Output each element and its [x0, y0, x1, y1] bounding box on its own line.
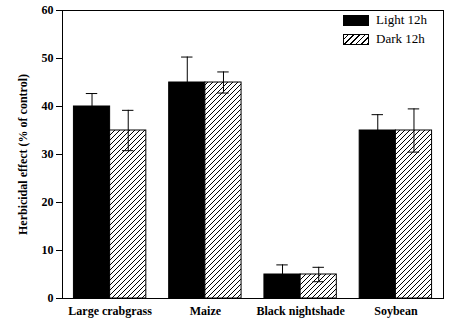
svg-text:Maize: Maize [190, 304, 222, 318]
svg-text:0: 0 [48, 291, 54, 305]
svg-text:60: 60 [42, 3, 54, 17]
svg-text:30: 30 [42, 147, 54, 161]
svg-text:20: 20 [42, 195, 54, 209]
html-text:Light 12h: Light 12h [376, 12, 427, 27]
svg-text:Herbicidal effect (% of contro: Herbicidal effect (% of control) [16, 74, 30, 235]
svg-text:Soybean: Soybean [374, 304, 418, 318]
svg-text:Black nightshade: Black nightshade [256, 304, 345, 318]
html-text:Dark 12h: Dark 12h [376, 31, 425, 46]
svg-text:10: 10 [42, 243, 54, 257]
svg-text:Large crabgrass: Large crabgrass [68, 304, 152, 318]
svg-text:50: 50 [42, 51, 54, 65]
svg-text:40: 40 [42, 99, 54, 113]
